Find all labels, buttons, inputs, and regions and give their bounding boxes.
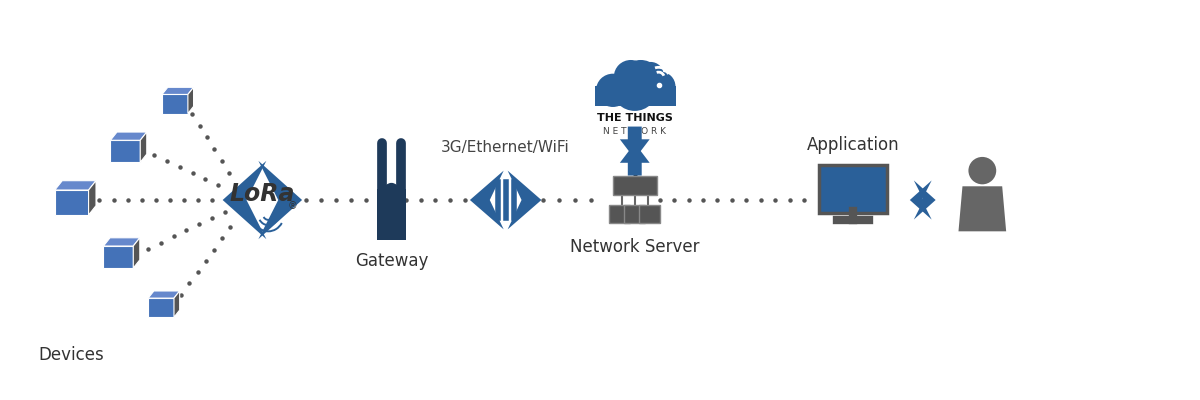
Polygon shape <box>470 171 504 229</box>
Polygon shape <box>55 181 96 190</box>
Text: ®: ® <box>287 201 298 211</box>
FancyBboxPatch shape <box>613 176 656 195</box>
FancyBboxPatch shape <box>624 205 646 222</box>
Circle shape <box>646 72 676 101</box>
Text: N E T W O R K: N E T W O R K <box>604 127 666 136</box>
Polygon shape <box>110 140 140 162</box>
FancyBboxPatch shape <box>818 165 888 213</box>
Polygon shape <box>110 132 146 140</box>
Polygon shape <box>188 87 193 114</box>
Circle shape <box>968 157 996 184</box>
Polygon shape <box>103 246 133 268</box>
FancyBboxPatch shape <box>377 189 407 240</box>
Text: 3G/Ethernet/WiFi: 3G/Ethernet/WiFi <box>442 140 570 155</box>
Circle shape <box>596 74 630 107</box>
Polygon shape <box>959 186 1006 231</box>
Polygon shape <box>148 298 174 317</box>
Circle shape <box>637 62 664 87</box>
Polygon shape <box>914 180 936 220</box>
Circle shape <box>614 60 648 93</box>
Polygon shape <box>223 161 266 239</box>
Polygon shape <box>174 291 180 317</box>
Text: LoRa: LoRa <box>229 182 295 206</box>
Polygon shape <box>162 94 188 114</box>
FancyBboxPatch shape <box>610 205 630 222</box>
Circle shape <box>612 66 658 111</box>
Text: Network Server: Network Server <box>570 238 700 256</box>
Polygon shape <box>508 171 541 229</box>
Polygon shape <box>140 132 146 162</box>
FancyBboxPatch shape <box>595 86 677 106</box>
Polygon shape <box>103 238 140 246</box>
Polygon shape <box>133 238 140 268</box>
Polygon shape <box>620 126 649 159</box>
Polygon shape <box>89 181 96 215</box>
Circle shape <box>620 60 661 101</box>
Polygon shape <box>162 87 193 94</box>
Text: THE THINGS: THE THINGS <box>596 113 673 123</box>
Text: Devices: Devices <box>38 346 104 364</box>
Polygon shape <box>620 143 649 176</box>
Polygon shape <box>258 161 302 239</box>
Text: Application: Application <box>806 136 900 154</box>
FancyBboxPatch shape <box>640 205 660 222</box>
Polygon shape <box>910 180 931 220</box>
Text: Gateway: Gateway <box>355 252 428 270</box>
Circle shape <box>384 183 398 198</box>
Polygon shape <box>148 291 180 298</box>
Polygon shape <box>55 190 89 215</box>
